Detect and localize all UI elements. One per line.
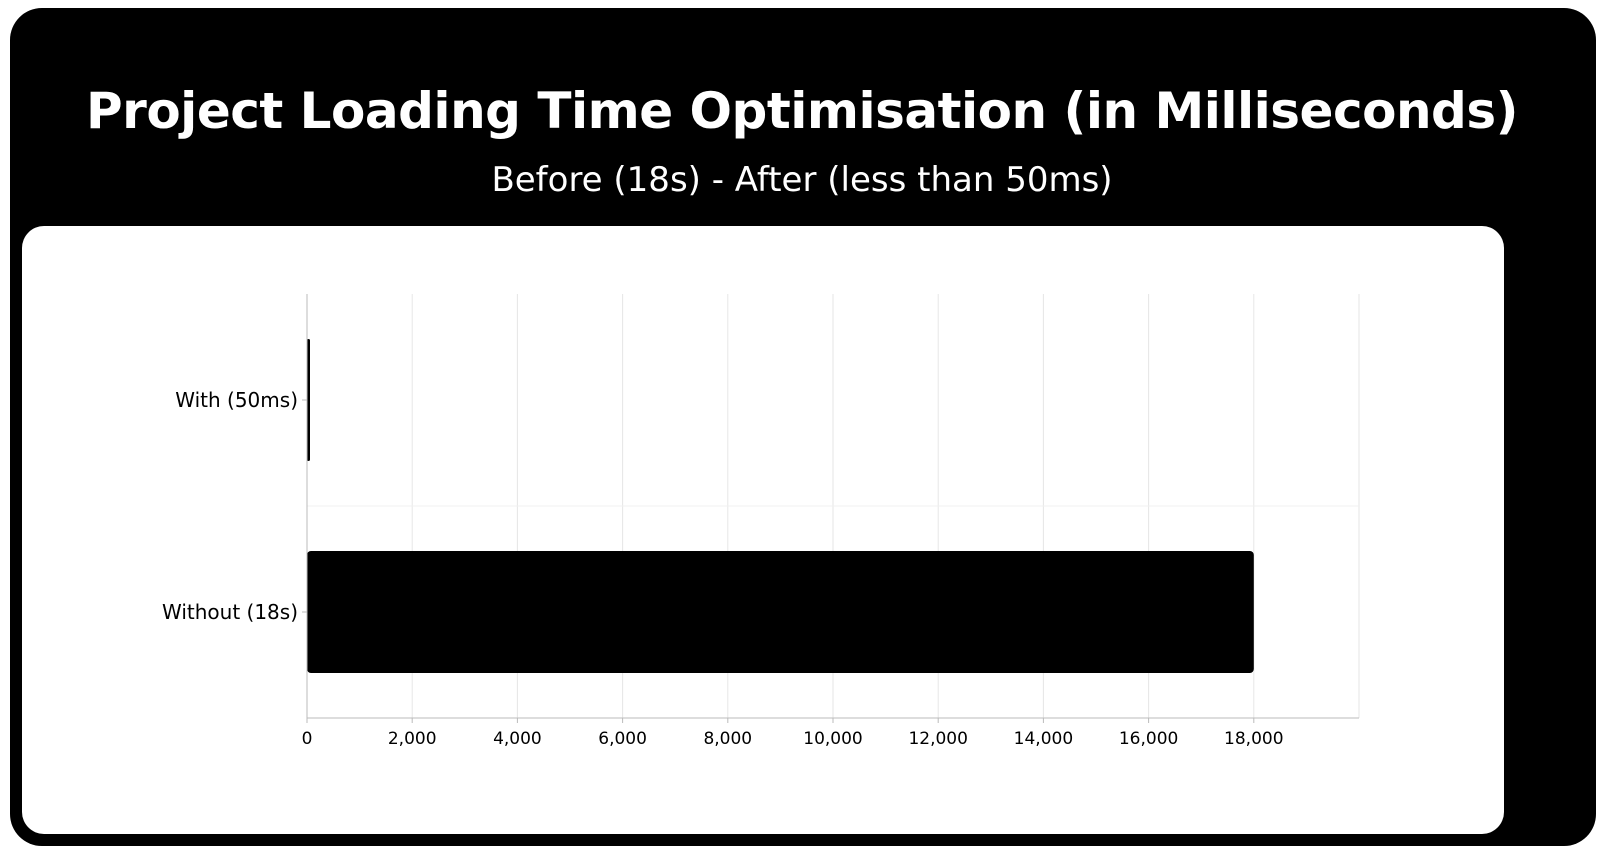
x-tick-label: 4,000 (493, 729, 542, 749)
bar-layer (307, 339, 1254, 673)
axis-layer (302, 294, 1359, 723)
x-tick-label: 0 (302, 729, 313, 749)
label-layer: 0 2,000 4,000 6,000 8,000 10,000 12,000 14,000 1… (162, 388, 1284, 749)
x-tick-label: 10,000 (803, 729, 862, 749)
x-tick-label: 16,000 (1119, 729, 1178, 749)
y-category-label: With (50ms) (175, 388, 298, 412)
grid-layer (307, 294, 1360, 718)
bar-chart: 0 2,000 4,000 6,000 8,000 10,000 12,000 14,000 1… (162, 294, 1360, 749)
chart-title: Project Loading Time Optimisation (in Mi… (86, 82, 1518, 140)
chart-subtitle: Before (18s) - After (less than 50ms) (491, 160, 1113, 200)
bar (307, 339, 310, 461)
x-tick-label: 12,000 (908, 729, 967, 749)
x-tick-label: 14,000 (1014, 729, 1073, 749)
bar (307, 551, 1254, 673)
x-tick-label: 8,000 (703, 729, 752, 749)
x-tick-label: 2,000 (388, 729, 437, 749)
y-category-label: Without (18s) (162, 600, 298, 624)
x-tick-label: 18,000 (1224, 729, 1283, 749)
x-tick-label: 6,000 (598, 729, 647, 749)
chart-panel: 0 2,000 4,000 6,000 8,000 10,000 12,000 14,000 1… (22, 226, 1504, 834)
